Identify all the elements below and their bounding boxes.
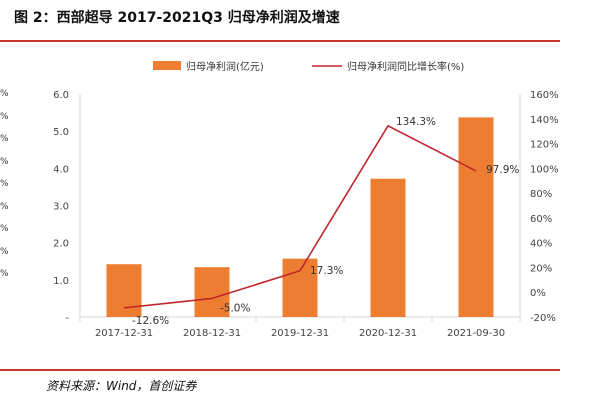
line-series (123, 125, 477, 309)
top-rule (0, 40, 560, 42)
right-tick-label: 0% (530, 288, 546, 299)
data-label: 134.3% (396, 116, 436, 128)
data-label: 97.9% (486, 164, 519, 176)
left-tick-label: 1.0 (53, 276, 69, 287)
right-tick-label: 40% (530, 239, 552, 250)
data-label: -5.0% (220, 302, 250, 314)
bar (370, 178, 406, 317)
right-tick-label: -20% (530, 313, 556, 324)
left-tick-label: 4.0 (53, 164, 69, 175)
bar (194, 267, 230, 317)
source-note: 资料来源：Wind，首创证券 (46, 379, 197, 393)
right-axis: -20% 0% 20% 40% 60% 80% 100% 120% 140% 160% (519, 90, 559, 324)
right-tick-label: 20% (530, 263, 552, 274)
right-tick-label: 160% (530, 90, 559, 101)
edge-tick-stub: % (0, 224, 9, 234)
bar-series (106, 117, 494, 317)
legend-label-bar: 归母净利润(亿元) (186, 60, 264, 73)
left-tick-label: 3.0 (53, 202, 69, 213)
legend-swatch-bar (153, 61, 181, 70)
x-tick-label: 2019-12-31 (271, 328, 329, 339)
left-tick-label: 5.0 (53, 127, 69, 138)
growth-line (123, 125, 477, 309)
edge-tick-stub: % (0, 134, 9, 144)
legend: 归母净利润(亿元) 归母净利润同比增长率(%) (153, 60, 464, 73)
left-axis: - 1.0 2.0 3.0 4.0 5.0 6.0 (53, 90, 81, 324)
right-tick-label: 140% (530, 115, 559, 126)
right-tick-label: 100% (530, 164, 559, 175)
legend-label-line: 归母净利润同比增长率(%) (347, 60, 464, 73)
edge-tick-stub: % (0, 156, 9, 167)
chart-title: 图 2：西部超导 2017-2021Q3 归母净利润及增速 (14, 10, 340, 26)
left-tick-label: 2.0 (53, 239, 69, 250)
edge-tick-stub: % (0, 269, 9, 279)
x-tick-label: 2020-12-31 (359, 328, 417, 339)
x-tick-label: 2021-09-30 (447, 328, 505, 339)
right-tick-label: 80% (530, 189, 552, 200)
edge-tick-stub: % (0, 111, 9, 122)
left-tick-label: 6.0 (53, 90, 69, 101)
x-tick-label: 2018-12-31 (183, 328, 241, 339)
data-labels: -12.6% -5.0% 17.3% 134.3% 97.9% (132, 116, 519, 327)
right-tick-label: 120% (530, 140, 559, 151)
data-label: -12.6% (132, 315, 169, 327)
right-tick-label: 60% (530, 214, 552, 225)
bar (458, 117, 494, 317)
bar (282, 258, 318, 317)
bar (106, 264, 142, 317)
left-tick-label: - (65, 313, 69, 324)
edge-tick-stub: % (0, 89, 9, 99)
data-label: 17.3% (310, 265, 343, 277)
edge-tick-stub: % (0, 201, 9, 212)
edge-tick-stub: % (0, 246, 9, 257)
edge-tick-stub: % (0, 179, 9, 189)
bottom-rule (0, 369, 560, 371)
x-tick-label: 2017-12-31 (95, 328, 153, 339)
